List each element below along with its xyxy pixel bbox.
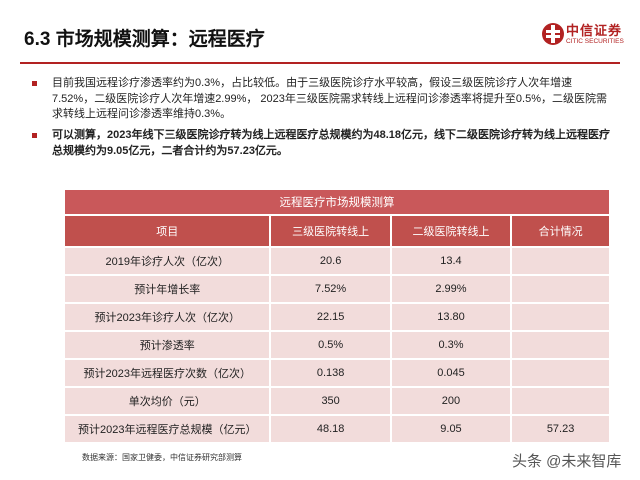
table-row: 单次均价（元） 350 200 <box>65 388 609 414</box>
table-cell: 48.18 <box>271 416 390 442</box>
logo-icon <box>542 23 564 45</box>
table-cell: 13.4 <box>391 248 511 274</box>
table-cell: 预计2023年远程医疗总规模（亿元） <box>65 416 270 442</box>
table-cell: 13.80 <box>391 304 511 330</box>
table-cell <box>512 248 609 274</box>
table-cell: 预计渗透率 <box>65 332 270 358</box>
bullet-mark <box>32 133 37 138</box>
table-cell <box>512 276 609 302</box>
table-cell: 9.05 <box>391 416 511 442</box>
table-cell: 2019年诊疗人次（亿次） <box>65 248 270 274</box>
table-cell <box>512 360 609 386</box>
table-cell: 200 <box>391 388 511 414</box>
bullet-text: 目前我国远程诊疗渗透率约为0.3%，占比较低。由于三级医院诊疗水平较高，假设三级… <box>52 77 607 120</box>
table-cell: 预计年增长率 <box>65 276 270 302</box>
table-title: 远程医疗市场规模测算 <box>65 190 609 214</box>
column-header: 合计情况 <box>512 216 609 246</box>
table-cell: 2.99% <box>391 276 511 302</box>
column-header: 项目 <box>65 216 270 246</box>
data-table: 远程医疗市场规模测算 项目 三级医院转线上 二级医院转线上 合计情况 2019年诊疗人次（… <box>63 188 611 444</box>
table-cell: 单次均价（元） <box>65 388 270 414</box>
table-row: 预计2023年远程医疗总规模（亿元） 48.18 9.05 57.23 <box>65 416 609 442</box>
column-header: 三级医院转线上 <box>271 216 390 246</box>
header-rule <box>20 62 620 64</box>
column-header: 二级医院转线上 <box>391 216 511 246</box>
watermark: 头条 @未来智库 <box>512 453 622 470</box>
table-cell: 7.52% <box>271 276 390 302</box>
table-title-row: 远程医疗市场规模测算 <box>65 190 609 214</box>
table-cell: 0.138 <box>271 360 390 386</box>
bullet-mark <box>32 81 37 86</box>
table-cell: 350 <box>271 388 390 414</box>
table-cell <box>512 304 609 330</box>
table-cell: 预计2023年诊疗人次（亿次） <box>65 304 270 330</box>
table-row: 预计渗透率 0.5% 0.3% <box>65 332 609 358</box>
table-row: 2019年诊疗人次（亿次） 20.6 13.4 <box>65 248 609 274</box>
table-cell <box>512 332 609 358</box>
table-cell: 预计2023年远程医疗次数（亿次） <box>65 360 270 386</box>
table-cell: 0.045 <box>391 360 511 386</box>
table-cell: 22.15 <box>271 304 390 330</box>
table-cell <box>512 388 609 414</box>
table-row: 预计2023年远程医疗次数（亿次） 0.138 0.045 <box>65 360 609 386</box>
logo-sub: CITIC SECURITIES <box>566 38 624 45</box>
table-row: 预计年增长率 7.52% 2.99% <box>65 276 609 302</box>
slide-title: 6.3 市场规模测算：远程医疗 <box>24 29 265 50</box>
table-cell: 20.6 <box>271 248 390 274</box>
source-note: 数据来源：国家卫健委，中信证券研究部测算 <box>82 453 242 462</box>
bullet-text: 可以测算，2023年线下三级医院诊疗转为线上远程医疗总规模约为48.18亿元，线… <box>52 129 610 157</box>
table-header-row: 项目 三级医院转线上 二级医院转线上 合计情况 <box>65 216 609 246</box>
table-row: 预计2023年诊疗人次（亿次） 22.15 13.80 <box>65 304 609 330</box>
table-cell: 0.3% <box>391 332 511 358</box>
logo-name: 中信证券 <box>566 23 623 38</box>
table-cell: 0.5% <box>271 332 390 358</box>
table-cell: 57.23 <box>512 416 609 442</box>
